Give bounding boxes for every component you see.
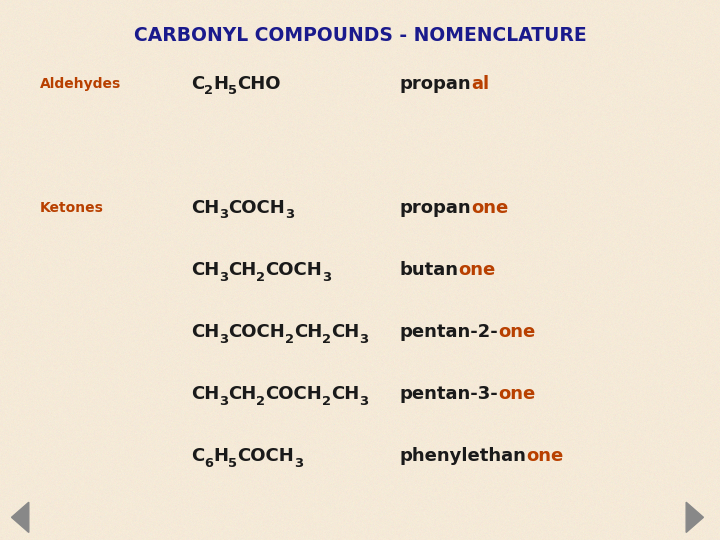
Text: one: one [526, 447, 564, 465]
Text: one: one [498, 323, 536, 341]
Text: 3: 3 [219, 333, 228, 346]
Text: 3: 3 [219, 208, 228, 221]
Text: propan: propan [400, 199, 471, 217]
Text: propan: propan [400, 75, 471, 93]
Text: COCH: COCH [266, 385, 322, 403]
Text: COCH: COCH [237, 447, 294, 465]
Text: CH: CH [331, 323, 359, 341]
Text: 3: 3 [359, 395, 369, 408]
Text: H: H [213, 447, 228, 465]
Text: phenylethan: phenylethan [400, 447, 526, 465]
Text: H: H [213, 75, 228, 93]
Polygon shape [12, 502, 29, 532]
Text: 3: 3 [359, 333, 369, 346]
Text: CH: CH [191, 323, 219, 341]
Text: al: al [471, 75, 490, 93]
Text: one: one [498, 385, 536, 403]
Polygon shape [686, 502, 703, 532]
Text: 2: 2 [322, 333, 331, 346]
Text: 3: 3 [219, 395, 228, 408]
Text: Aldehydes: Aldehydes [40, 77, 121, 91]
Text: 6: 6 [204, 457, 213, 470]
Text: 3: 3 [294, 457, 303, 470]
Text: 2: 2 [256, 395, 266, 408]
Text: CH: CH [191, 385, 219, 403]
Text: CH: CH [228, 385, 256, 403]
Text: 2: 2 [285, 333, 294, 346]
Text: COCH: COCH [228, 323, 285, 341]
Text: COCH: COCH [228, 199, 285, 217]
Text: CH: CH [191, 199, 219, 217]
Text: 2: 2 [204, 84, 213, 97]
Text: C: C [191, 75, 204, 93]
Text: CH: CH [331, 385, 359, 403]
Text: Ketones: Ketones [40, 201, 104, 215]
Text: 3: 3 [322, 271, 331, 284]
Text: CH: CH [294, 323, 322, 341]
Text: CARBONYL COMPOUNDS - NOMENCLATURE: CARBONYL COMPOUNDS - NOMENCLATURE [134, 25, 586, 45]
Text: 2: 2 [322, 395, 331, 408]
Text: 5: 5 [228, 457, 237, 470]
Text: one: one [471, 199, 508, 217]
Text: butan: butan [400, 261, 459, 279]
Text: pentan-3-: pentan-3- [400, 385, 498, 403]
Text: 3: 3 [219, 271, 228, 284]
Text: CHO: CHO [237, 75, 281, 93]
Text: COCH: COCH [266, 261, 322, 279]
Text: one: one [459, 261, 496, 279]
Text: 2: 2 [256, 271, 266, 284]
Text: CH: CH [228, 261, 256, 279]
Text: C: C [191, 447, 204, 465]
Text: CH: CH [191, 261, 219, 279]
Text: 5: 5 [228, 84, 237, 97]
Text: pentan-2-: pentan-2- [400, 323, 498, 341]
Text: 3: 3 [285, 208, 294, 221]
